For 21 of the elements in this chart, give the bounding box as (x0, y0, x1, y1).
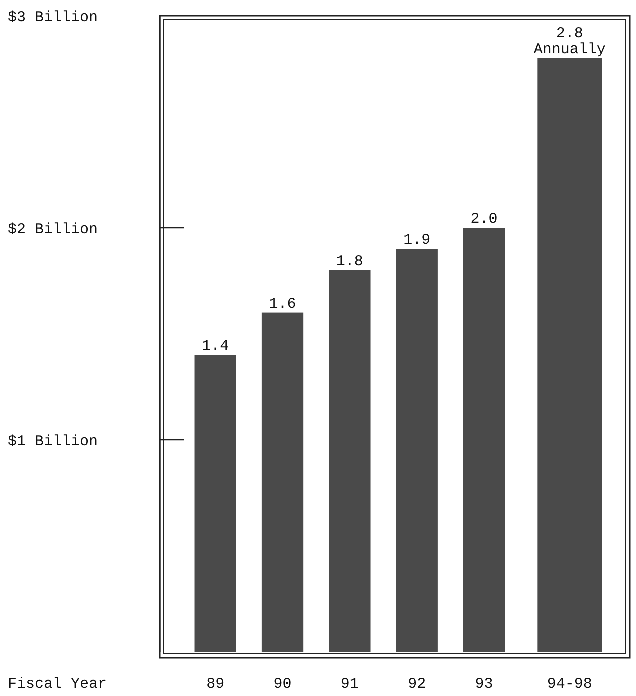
data-label: 1.4 (202, 338, 230, 356)
data-label: 2.0 (470, 211, 498, 228)
y-tick-label: $2 Billion (8, 221, 98, 238)
data-label: 1.8 (336, 253, 364, 270)
x-axis-title: Fiscal Year (8, 676, 108, 693)
bar (329, 270, 371, 652)
data-label: 1.6 (269, 296, 296, 313)
y-tick-label: $3 Billion (8, 9, 98, 26)
x-tick-label: 94-98 (547, 676, 592, 693)
x-tick-label: 91 (340, 676, 359, 693)
x-tick-label: 89 (206, 676, 225, 693)
x-tick-label: 92 (408, 676, 426, 693)
bar (262, 312, 304, 652)
data-label: 2.8 Annually (534, 25, 606, 58)
bar (194, 355, 236, 652)
bar (396, 249, 438, 652)
y-tick-label: $1 Billion (8, 433, 98, 450)
bar (463, 228, 506, 652)
x-tick-label: 93 (475, 676, 494, 693)
data-label: 1.9 (404, 232, 431, 250)
x-tick-label: 90 (274, 676, 292, 693)
